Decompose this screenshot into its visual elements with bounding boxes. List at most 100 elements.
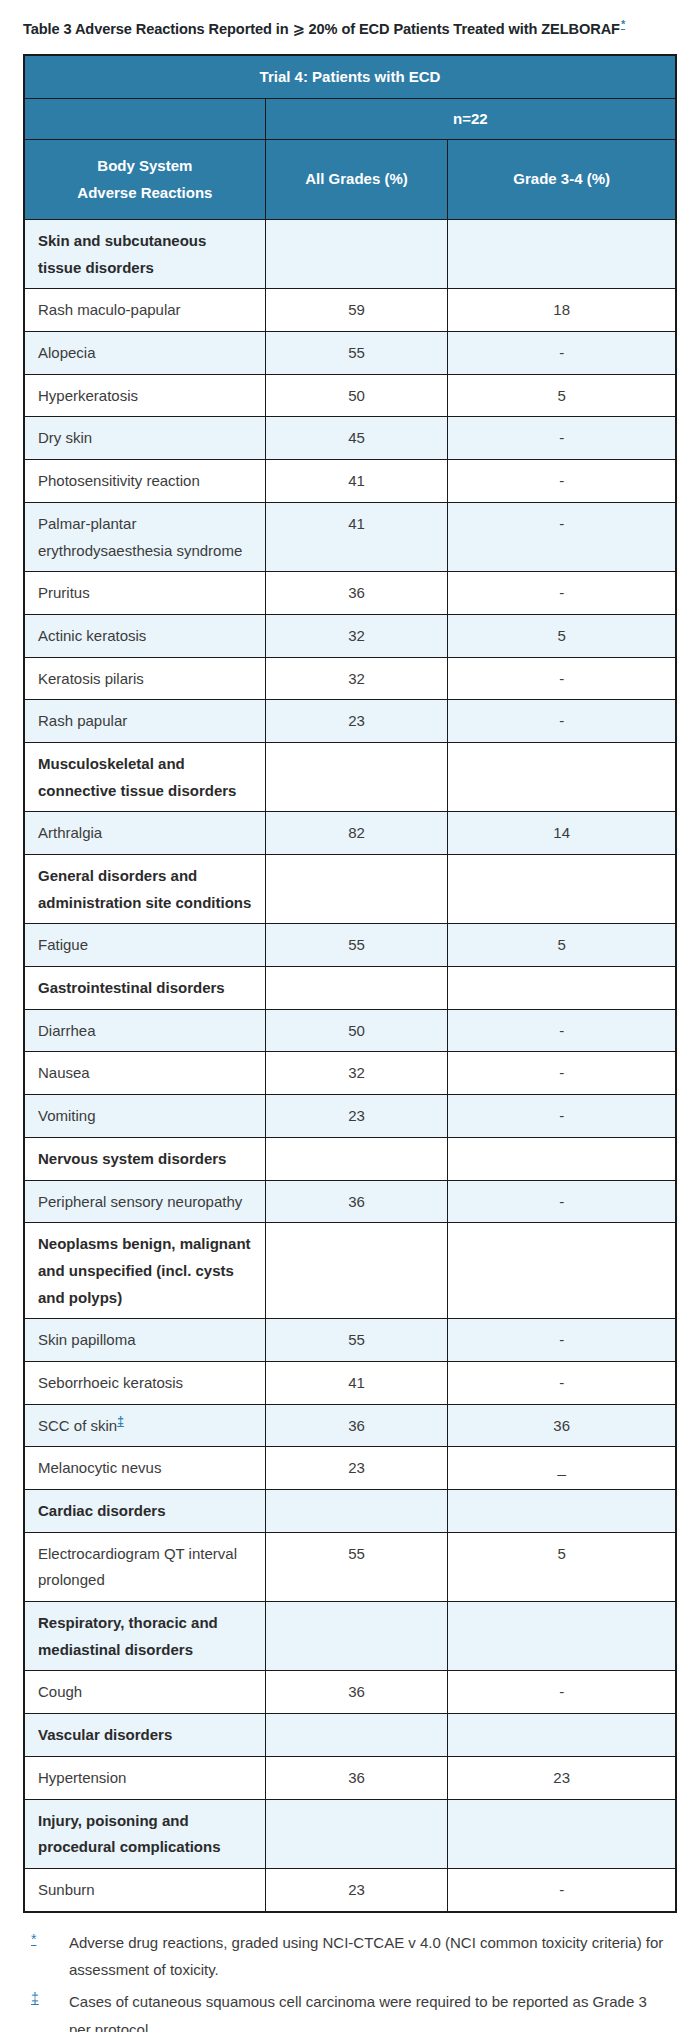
row-label: Dry skin <box>38 429 92 446</box>
all-grades-value-cell: 50 <box>265 1009 448 1052</box>
reaction-row: Arthralgia8214 <box>24 812 676 855</box>
row-label: Cough <box>38 1683 82 1700</box>
all-grades-value-cell <box>265 1714 448 1757</box>
column-header-row: Body System Adverse Reactions All Grades… <box>24 139 676 220</box>
reaction-row: Hyperkeratosis505 <box>24 374 676 417</box>
reaction-row: Cough36- <box>24 1671 676 1714</box>
reaction-label-cell: Rash papular <box>24 700 265 743</box>
all-grades-value-cell: 32 <box>265 1052 448 1095</box>
n-header-row: n=22 <box>24 98 676 139</box>
grade-3-4-value-cell: 18 <box>448 289 676 332</box>
grade-3-4-value-cell: - <box>448 700 676 743</box>
footnote-row: *Adverse drug reactions, graded using NC… <box>31 1929 671 1985</box>
grade-3-4-value-cell: - <box>448 1319 676 1362</box>
reaction-row: Pruritus36- <box>24 572 676 615</box>
reaction-label-cell: Electrocardiogram QT interval prolonged <box>24 1532 265 1601</box>
reaction-label-cell: Palmar-plantar erythrodysaesthesia syndr… <box>24 502 265 571</box>
reaction-label-cell: Vomiting <box>24 1095 265 1138</box>
grade-3-4-value-cell: - <box>448 1868 676 1911</box>
reaction-row: Hypertension3623 <box>24 1756 676 1799</box>
title-footnote-marker-link[interactable]: * <box>621 18 625 30</box>
reaction-label-cell: Dry skin <box>24 417 265 460</box>
row-label: Melanocytic nevus <box>38 1459 161 1476</box>
all-grades-value-cell <box>265 1490 448 1533</box>
all-grades-value-cell: 36 <box>265 1671 448 1714</box>
row-label: SCC of skin <box>38 1417 117 1434</box>
all-grades-value-cell: 59 <box>265 289 448 332</box>
all-grades-value-cell: 23 <box>265 700 448 743</box>
category-label-cell: Respiratory, thoracic and mediastinal di… <box>24 1602 265 1671</box>
category-row: Gastrointestinal disorders <box>24 967 676 1010</box>
all-grades-value-cell: 41 <box>265 1361 448 1404</box>
adverse-reactions-table: Trial 4: Patients with ECD n=22 Body Sys… <box>23 54 677 1913</box>
category-row: Respiratory, thoracic and mediastinal di… <box>24 1602 676 1671</box>
row-label: Vomiting <box>38 1107 96 1124</box>
all-grades-value-cell <box>265 1223 448 1319</box>
grade-3-4-value-cell: - <box>448 417 676 460</box>
row-label: Diarrhea <box>38 1022 96 1039</box>
reaction-label-cell: Rash maculo-papular <box>24 289 265 332</box>
all-grades-value-cell <box>265 220 448 289</box>
reaction-row: Actinic keratosis325 <box>24 614 676 657</box>
category-row: Nervous system disorders <box>24 1137 676 1180</box>
reaction-label-cell: Melanocytic nevus <box>24 1447 265 1490</box>
all-grades-header-cell: All Grades (%) <box>265 139 448 220</box>
grade-3-4-value-cell: 5 <box>448 924 676 967</box>
all-grades-value-cell <box>265 855 448 924</box>
reaction-row: Skin papilloma55- <box>24 1319 676 1362</box>
all-grades-value-cell: 32 <box>265 614 448 657</box>
reaction-label-cell: Pruritus <box>24 572 265 615</box>
all-grades-value-cell: 82 <box>265 812 448 855</box>
row-label: Peripheral sensory neuropathy <box>38 1193 242 1210</box>
all-grades-value-cell: 36 <box>265 572 448 615</box>
reaction-row: Palmar-plantar erythrodysaesthesia syndr… <box>24 502 676 571</box>
category-row: Vascular disorders <box>24 1714 676 1757</box>
row-label: Alopecia <box>38 344 96 361</box>
table-title-text: Table 3 Adverse Reactions Reported in ⩾ … <box>23 21 620 37</box>
all-grades-value-cell <box>265 967 448 1010</box>
body-system-header-line1: Body System <box>33 152 257 180</box>
reaction-label-cell: Seborrhoeic keratosis <box>24 1361 265 1404</box>
grade-3-4-value-cell: - <box>448 1361 676 1404</box>
all-grades-value-cell: 45 <box>265 417 448 460</box>
table-body: Skin and subcutaneous tissue disordersRa… <box>24 220 676 1912</box>
body-system-header-cell: Body System Adverse Reactions <box>24 139 265 220</box>
footnote-text: Adverse drug reactions, graded using NCI… <box>69 1929 671 1985</box>
footnote-marker-link[interactable]: ‡ <box>31 1988 69 2006</box>
reaction-label-cell: Actinic keratosis <box>24 614 265 657</box>
grade-3-4-value-cell: - <box>448 460 676 503</box>
footnote-text: Cases of cutaneous squamous cell carcino… <box>69 1988 671 2032</box>
reaction-label-cell: SCC of skin‡ <box>24 1404 265 1447</box>
category-label-cell: Neoplasms benign, malignant and unspecif… <box>24 1223 265 1319</box>
all-grades-value-cell: 55 <box>265 1532 448 1601</box>
all-grades-value-cell: 55 <box>265 1319 448 1362</box>
grade-3-4-value-cell: - <box>448 332 676 375</box>
body-system-header-line2: Adverse Reactions <box>33 179 257 207</box>
category-row: Cardiac disorders <box>24 1490 676 1533</box>
reaction-label-cell: Skin papilloma <box>24 1319 265 1362</box>
row-label: Nervous system disorders <box>38 1150 226 1167</box>
reaction-row: Rash maculo-papular 5918 <box>24 289 676 332</box>
grade-3-4-value-cell <box>448 855 676 924</box>
grade-3-4-value-cell: 36 <box>448 1404 676 1447</box>
page: Table 3 Adverse Reactions Reported in ⩾ … <box>0 0 699 2032</box>
reaction-row: Photosensitivity reaction41- <box>24 460 676 503</box>
grade-3-4-header-cell: Grade 3-4 (%) <box>448 139 676 220</box>
footnote-row: ‡Cases of cutaneous squamous cell carcin… <box>31 1988 671 2032</box>
reaction-row: Nausea32- <box>24 1052 676 1095</box>
footnote-marker-link[interactable]: * <box>31 1929 69 1947</box>
row-label: Rash maculo-papular <box>38 301 181 318</box>
grade-3-4-value-cell <box>448 967 676 1010</box>
grade-3-4-value-cell <box>448 1714 676 1757</box>
grade-3-4-value-cell <box>448 220 676 289</box>
reaction-label-cell: Nausea <box>24 1052 265 1095</box>
row-footnote-marker-link[interactable]: ‡ <box>117 1414 124 1428</box>
table-title: Table 3 Adverse Reactions Reported in ⩾ … <box>23 20 677 37</box>
grade-3-4-value-cell <box>448 1490 676 1533</box>
row-label: Hyperkeratosis <box>38 387 138 404</box>
category-row: Injury, poisoning and procedural complic… <box>24 1799 676 1868</box>
all-grades-value-cell: 32 <box>265 657 448 700</box>
category-label-cell: Gastrointestinal disorders <box>24 967 265 1010</box>
category-label-cell: Skin and subcutaneous tissue disorders <box>24 220 265 289</box>
reaction-label-cell: Keratosis pilaris <box>24 657 265 700</box>
